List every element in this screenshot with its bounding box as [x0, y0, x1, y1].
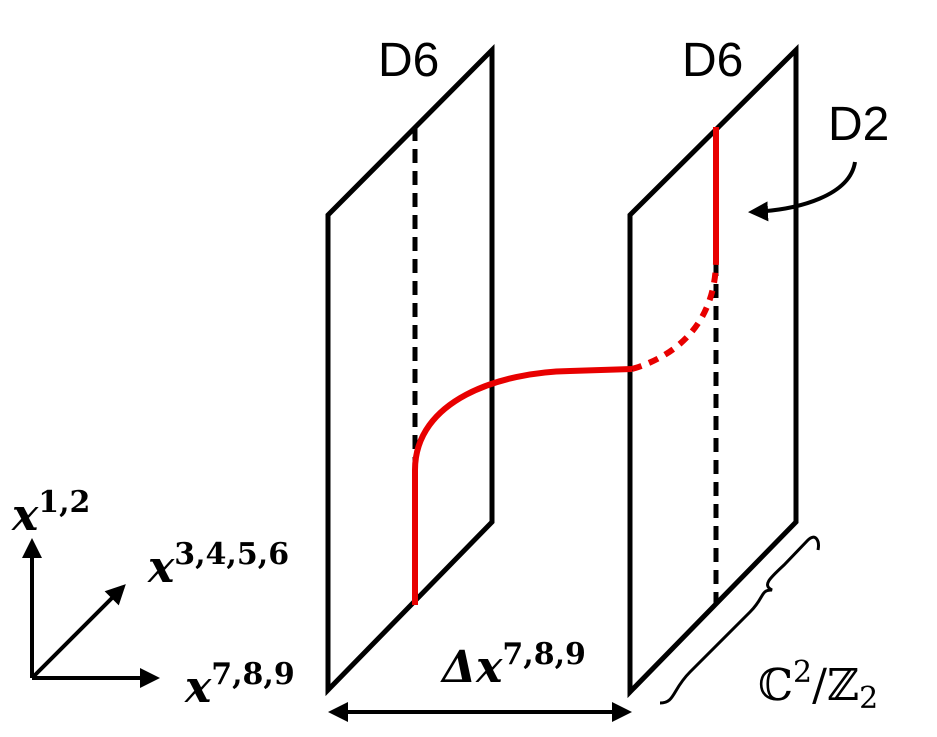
brane-left [325, 43, 495, 697]
text: 2 [859, 681, 878, 716]
text: 7,8,9 [502, 637, 586, 672]
axis-label: x3,4,5,6 [147, 537, 289, 593]
d2-string-hidden [631, 261, 719, 372]
text: /ℤ [812, 660, 859, 711]
axis-label: x7,8,9 [184, 657, 295, 713]
text: ℂ [758, 660, 793, 711]
orbifold-label: ℂ2/ℤ2 [758, 655, 878, 716]
brane-right [627, 43, 799, 699]
text: x [184, 662, 212, 713]
text: 1,2 [38, 485, 90, 520]
label: D6 [378, 34, 439, 87]
axis-label: x1,2 [11, 485, 90, 541]
d2-string [412, 366, 633, 605]
text: x [147, 542, 175, 593]
separation-label: Δx7,8,9 [440, 637, 586, 693]
text: Δx [440, 642, 503, 693]
axis [30, 584, 126, 680]
label: D6 [682, 34, 743, 87]
text: 3,4,5,6 [174, 537, 289, 572]
text: 2 [793, 655, 812, 690]
label: D2 [828, 98, 889, 151]
brace [659, 535, 820, 705]
text: x [11, 490, 39, 541]
d2-arrow [748, 161, 857, 222]
text: 7,8,9 [211, 657, 295, 692]
